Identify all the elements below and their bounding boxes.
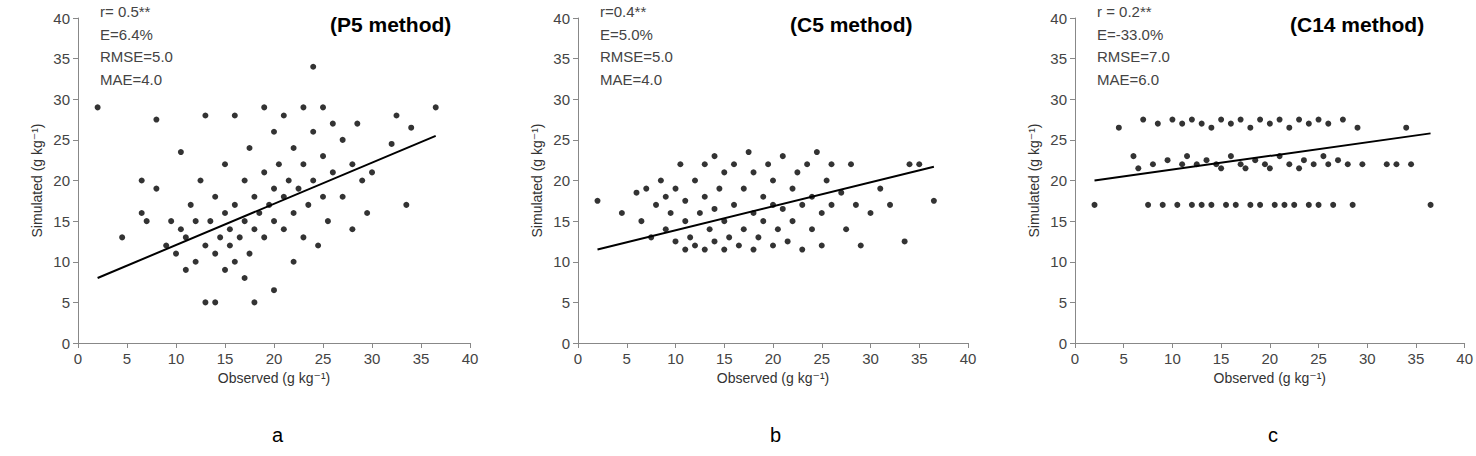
svg-text:a: a: [272, 424, 284, 446]
svg-text:35: 35: [1408, 350, 1425, 367]
svg-text:40: 40: [1456, 350, 1473, 367]
svg-text:Observed (g kg⁻¹): Observed (g kg⁻¹): [1214, 370, 1326, 386]
svg-text:20: 20: [1261, 350, 1278, 367]
svg-text:15: 15: [1213, 350, 1230, 367]
svg-text:5: 5: [562, 294, 570, 311]
svg-text:0: 0: [62, 335, 70, 352]
svg-text:10: 10: [168, 350, 185, 367]
svg-text:MAE=4.0: MAE=4.0: [600, 71, 662, 88]
svg-text:r=0.4**: r=0.4**: [600, 3, 646, 20]
svg-text:Simulated (g kg⁻¹): Simulated (g kg⁻¹): [529, 124, 545, 238]
svg-text:MAE=6.0: MAE=6.0: [1097, 71, 1159, 88]
svg-text:10: 10: [553, 253, 570, 270]
svg-text:40: 40: [553, 10, 570, 27]
svg-text:25: 25: [553, 131, 570, 148]
svg-text:Simulated (g kg⁻¹): Simulated (g kg⁻¹): [1026, 124, 1042, 238]
svg-text:15: 15: [217, 350, 234, 367]
svg-text:25: 25: [315, 350, 332, 367]
svg-text:25: 25: [53, 131, 70, 148]
svg-text:30: 30: [364, 350, 381, 367]
svg-text:15: 15: [716, 350, 733, 367]
svg-text:20: 20: [266, 350, 283, 367]
svg-text:(C14 method): (C14 method): [1290, 13, 1424, 36]
svg-text:RMSE=5.0: RMSE=5.0: [600, 48, 673, 65]
svg-text:0: 0: [1059, 335, 1067, 352]
svg-text:RMSE=5.0: RMSE=5.0: [100, 48, 173, 65]
svg-text:0: 0: [74, 350, 82, 367]
svg-text:40: 40: [1050, 10, 1067, 27]
svg-text:15: 15: [1050, 213, 1067, 230]
svg-text:35: 35: [553, 50, 570, 67]
svg-text:(C5 method): (C5 method): [790, 13, 913, 36]
svg-text:5: 5: [1120, 350, 1128, 367]
svg-text:Simulated (g kg⁻¹): Simulated (g kg⁻¹): [29, 124, 45, 238]
svg-text:Observed (g kg⁻¹): Observed (g kg⁻¹): [717, 370, 829, 386]
svg-text:Observed (g kg⁻¹): Observed (g kg⁻¹): [218, 370, 330, 386]
svg-text:E=6.4%: E=6.4%: [100, 26, 153, 43]
svg-text:(P5 method): (P5 method): [330, 13, 451, 36]
svg-text:40: 40: [53, 10, 70, 27]
svg-text:r = 0.2**: r = 0.2**: [1097, 3, 1152, 20]
svg-text:35: 35: [911, 350, 928, 367]
svg-text:35: 35: [1050, 50, 1067, 67]
svg-text:15: 15: [553, 213, 570, 230]
svg-text:10: 10: [1050, 253, 1067, 270]
svg-text:30: 30: [862, 350, 879, 367]
svg-text:20: 20: [553, 172, 570, 189]
svg-text:35: 35: [413, 350, 430, 367]
svg-text:30: 30: [1050, 91, 1067, 108]
svg-text:5: 5: [623, 350, 631, 367]
svg-text:25: 25: [813, 350, 830, 367]
svg-text:10: 10: [53, 253, 70, 270]
svg-text:0: 0: [562, 335, 570, 352]
svg-text:30: 30: [1359, 350, 1376, 367]
svg-text:5: 5: [1059, 294, 1067, 311]
svg-text:0: 0: [574, 350, 582, 367]
svg-text:20: 20: [1050, 172, 1067, 189]
svg-text:10: 10: [667, 350, 684, 367]
svg-text:40: 40: [462, 350, 479, 367]
svg-text:15: 15: [53, 213, 70, 230]
svg-text:20: 20: [53, 172, 70, 189]
svg-text:5: 5: [123, 350, 131, 367]
svg-text:5: 5: [62, 294, 70, 311]
svg-text:35: 35: [53, 50, 70, 67]
svg-text:b: b: [770, 424, 781, 446]
svg-text:c: c: [1268, 424, 1278, 446]
svg-text:RMSE=7.0: RMSE=7.0: [1097, 48, 1170, 65]
svg-text:30: 30: [553, 91, 570, 108]
svg-text:E=5.0%: E=5.0%: [600, 26, 653, 43]
svg-text:10: 10: [1164, 350, 1181, 367]
svg-text:25: 25: [1310, 350, 1327, 367]
svg-text:MAE=4.0: MAE=4.0: [100, 71, 162, 88]
svg-text:25: 25: [1050, 131, 1067, 148]
svg-text:40: 40: [960, 350, 977, 367]
svg-text:30: 30: [53, 91, 70, 108]
svg-text:20: 20: [765, 350, 782, 367]
svg-text:r= 0.5**: r= 0.5**: [100, 3, 151, 20]
svg-text:E=-33.0%: E=-33.0%: [1097, 26, 1163, 43]
svg-text:0: 0: [1071, 350, 1079, 367]
